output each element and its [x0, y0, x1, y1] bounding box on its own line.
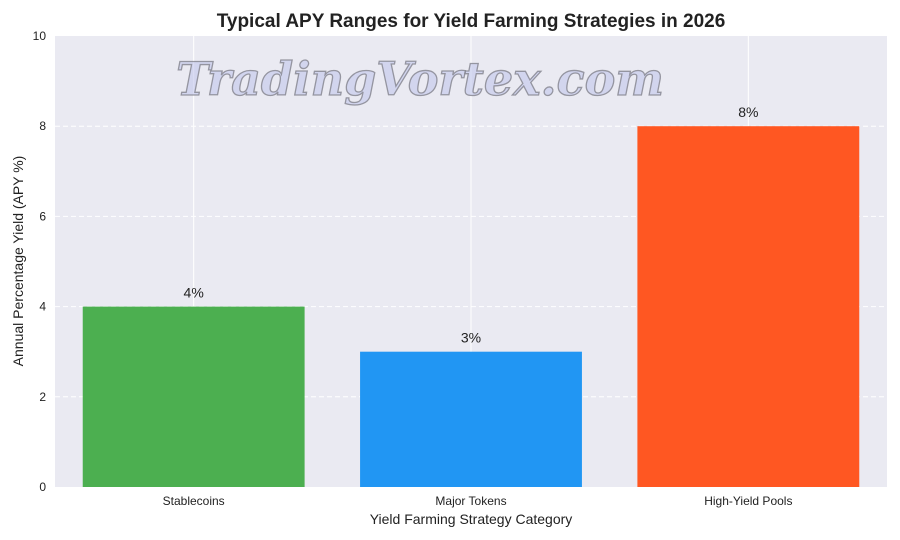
y-axis-label: Annual Percentage Yield (APY %): [10, 156, 26, 367]
x-axis-label: Yield Farming Strategy Category: [370, 511, 573, 527]
y-tick-label: 8: [39, 119, 46, 133]
bar-high-yield-pools: [637, 126, 860, 487]
bar-major-tokens: [360, 351, 582, 487]
y-tick-label: 2: [39, 390, 46, 404]
chart-title: Typical APY Ranges for Yield Farming Str…: [217, 11, 726, 32]
data-label: 8%: [738, 104, 758, 120]
data-label: 4%: [184, 285, 204, 301]
x-tick-label: Stablecoins: [163, 494, 225, 508]
x-tick-label: Major Tokens: [435, 494, 506, 508]
watermark-logo: TradingVortex.com: [176, 52, 664, 106]
y-tick-label: 0: [39, 480, 46, 494]
y-tick-label: 10: [33, 29, 47, 43]
data-label: 3%: [461, 330, 481, 346]
bar-stablecoins: [82, 306, 305, 487]
x-tick-label: High-Yield Pools: [704, 494, 792, 508]
y-tick-label: 4: [39, 300, 46, 314]
y-tick-label: 6: [39, 209, 46, 223]
